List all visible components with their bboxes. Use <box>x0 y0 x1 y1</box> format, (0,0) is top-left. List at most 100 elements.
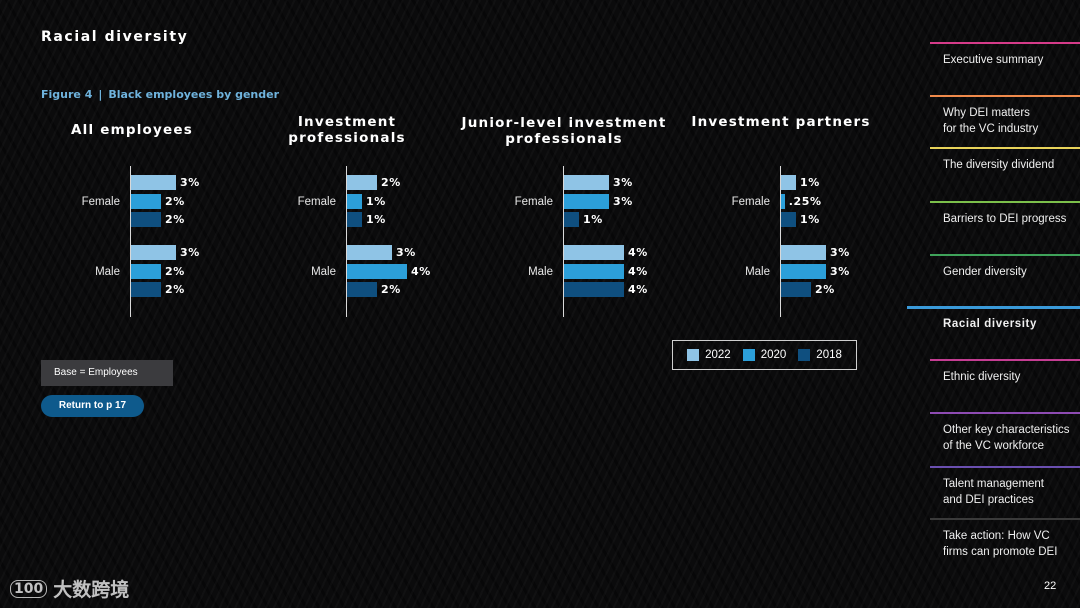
bar-investment-professionals-female-2022 <box>347 175 377 190</box>
bar-investment-professionals-male-2022 <box>347 245 392 260</box>
nav-item-other-key-characteristics-of-the-vc-workforce[interactable]: Other key characteristics of the VC workf… <box>930 412 1080 454</box>
category-label-male: Male <box>745 266 770 278</box>
bar-all-employees-male-2018 <box>131 282 161 297</box>
value-label-junior-level-investment-professionals-female-2020: 3% <box>613 194 633 208</box>
bar-investment-partners-male-2020 <box>781 263 826 279</box>
value-label-all-employees-male-2018: 2% <box>165 283 185 296</box>
value-label-investment-partners-female-2022: 1% <box>800 176 820 189</box>
category-label-female: Female <box>731 196 770 208</box>
value-label-all-employees-male-2022: 3% <box>180 246 200 259</box>
nav-item-label: Other key characteristics of the VC workf… <box>943 424 1070 452</box>
legend-label-2022: 2022 <box>705 349 731 361</box>
value-label-junior-level-investment-professionals-male-2020: 4% <box>628 264 648 278</box>
axis-line-investment-professionals <box>346 166 347 317</box>
nav-item-label: Racial diversity <box>943 318 1037 330</box>
bar-investment-professionals-male-2020 <box>347 263 407 279</box>
legend-item-2020: 2020 <box>742 349 787 361</box>
page-number: 22 <box>1044 580 1057 592</box>
nav-item-label: The diversity dividend <box>943 159 1055 171</box>
nav-rule <box>930 95 1080 97</box>
value-label-junior-level-investment-professionals-male-2018: 4% <box>628 283 648 296</box>
nav-item-label: Gender diversity <box>943 266 1027 278</box>
nav-rule <box>930 466 1080 468</box>
bar-junior-level-investment-professionals-male-2020 <box>564 263 624 279</box>
axis-line-junior-level-investment-professionals <box>563 166 564 317</box>
chart-title-investment-partners: Investment partners <box>691 114 871 130</box>
nav-rule <box>930 518 1080 520</box>
value-label-investment-partners-male-2020: 3% <box>830 264 850 278</box>
nav-rule <box>930 147 1080 149</box>
nav-item-label: Talent management and DEI practices <box>943 478 1045 506</box>
value-label-investment-professionals-female-2022: 2% <box>381 176 401 189</box>
nav-item-take-action-how-vc-firms-can-promote-dei[interactable]: Take action: How VC firms can promote DEI <box>930 518 1080 560</box>
nav-item-label: Ethnic diversity <box>943 371 1021 383</box>
legend-item-2018: 2018 <box>798 349 842 361</box>
legend-item-2022: 2022 <box>687 349 731 361</box>
nav-item-racial-diversity[interactable]: Racial diversity <box>907 306 1080 332</box>
value-label-all-employees-male-2020: 2% <box>165 264 185 278</box>
category-label-male: Male <box>528 266 553 278</box>
value-label-all-employees-female-2022: 3% <box>180 176 200 189</box>
value-label-junior-level-investment-professionals-female-2018: 1% <box>583 213 603 226</box>
category-label-female: Female <box>81 196 120 208</box>
bar-investment-professionals-female-2018 <box>347 212 362 227</box>
return-button[interactable]: Return to p 17 <box>41 395 144 417</box>
axis-line-all-employees <box>130 166 131 317</box>
nav-item-ethnic-diversity[interactable]: Ethnic diversity <box>930 359 1080 385</box>
watermark-logo: 100 <box>10 579 48 598</box>
value-label-investment-professionals-male-2018: 2% <box>381 283 401 296</box>
value-label-investment-professionals-male-2020: 4% <box>411 264 431 278</box>
value-label-investment-professionals-male-2022: 3% <box>396 246 416 259</box>
nav-rule <box>930 201 1080 203</box>
figure-title: Black employees by gender <box>108 88 280 101</box>
axis-line-investment-partners <box>780 166 781 317</box>
nav-item-label: Barriers to DEI progress <box>943 213 1067 225</box>
category-label-male: Male <box>95 266 120 278</box>
base-note: Base = Employees <box>41 360 173 386</box>
figure-caption: Figure 4 | Black employees by gender <box>41 88 279 101</box>
figure-label: Figure 4 <box>41 88 93 101</box>
bar-all-employees-female-2020 <box>131 193 161 209</box>
value-label-junior-level-investment-professionals-female-2022: 3% <box>613 176 633 189</box>
nav-rule <box>930 412 1080 414</box>
legend-swatch-2022 <box>687 349 700 361</box>
bar-investment-professionals-female-2020 <box>347 193 362 209</box>
chart-legend: 2022 2020 2018 <box>672 340 857 370</box>
bar-investment-partners-male-2022 <box>781 245 826 260</box>
nav-item-the-diversity-dividend[interactable]: The diversity dividend <box>930 147 1080 173</box>
nav-item-barriers-to-dei-progress[interactable]: Barriers to DEI progress <box>930 201 1080 227</box>
nav-rule <box>930 254 1080 256</box>
bar-investment-partners-female-2022 <box>781 175 796 190</box>
bar-all-employees-male-2020 <box>131 263 161 279</box>
legend-label-2020: 2020 <box>760 349 787 361</box>
bar-junior-level-investment-professionals-female-2018 <box>564 212 579 227</box>
value-label-all-employees-female-2020: 2% <box>165 194 185 208</box>
value-label-investment-professionals-female-2018: 1% <box>366 213 386 226</box>
watermark: 100 大数跨境 <box>10 575 129 602</box>
bar-investment-partners-male-2018 <box>781 282 811 297</box>
nav-item-label: Take action: How VC firms can promote DEI <box>943 530 1058 558</box>
legend-swatch-2020 <box>742 349 755 361</box>
nav-item-label: Why DEI matters for the VC industry <box>943 107 1039 135</box>
nav-item-executive-summary[interactable]: Executive summary <box>930 42 1080 68</box>
nav-item-why-dei-matters-for-the-vc-industry[interactable]: Why DEI matters for the VC industry <box>930 95 1080 137</box>
bar-all-employees-female-2018 <box>131 212 161 227</box>
value-label-all-employees-female-2018: 2% <box>165 213 185 226</box>
value-label-investment-partners-female-2020: .25% <box>788 194 822 208</box>
chart-title-all-employees: All employees <box>71 122 193 138</box>
figure-separator: | <box>98 88 103 101</box>
bar-junior-level-investment-professionals-male-2018 <box>564 282 624 297</box>
nav-item-gender-diversity[interactable]: Gender diversity <box>930 254 1080 280</box>
page-title: Racial diversity <box>41 29 189 45</box>
nav-item-talent-management-and-dei-practices[interactable]: Talent management and DEI practices <box>930 466 1080 508</box>
bar-investment-professionals-male-2018 <box>347 282 377 297</box>
value-label-investment-partners-male-2022: 3% <box>830 246 850 259</box>
bar-investment-partners-female-2020 <box>781 193 785 209</box>
watermark-text: 大数跨境 <box>53 579 130 601</box>
bar-junior-level-investment-professionals-male-2022 <box>564 245 624 260</box>
bar-investment-partners-female-2018 <box>781 212 796 227</box>
nav-rule <box>907 306 1080 309</box>
value-label-junior-level-investment-professionals-male-2022: 4% <box>628 246 648 259</box>
nav-item-label: Executive summary <box>943 54 1044 66</box>
category-label-female: Female <box>514 196 553 208</box>
